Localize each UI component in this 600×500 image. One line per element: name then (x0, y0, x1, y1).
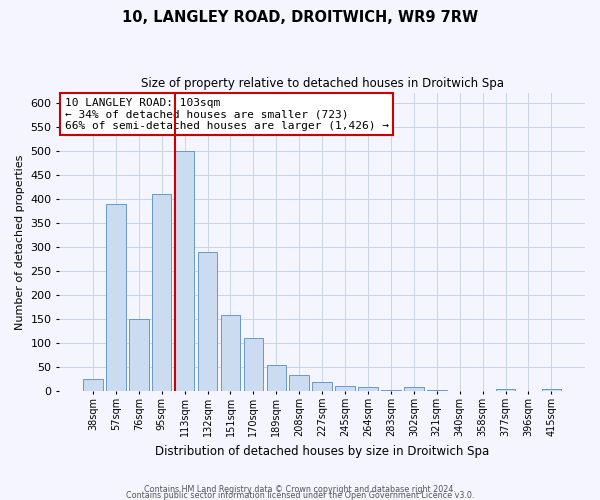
Bar (175, 150, 194, 391)
Bar (198, 252, 217, 391)
Bar (221, 315, 240, 391)
Bar (427, 390, 446, 391)
Bar (358, 388, 378, 391)
X-axis label: Distribution of detached houses by size in Droitwich Spa: Distribution of detached houses by size … (155, 444, 489, 458)
Text: Contains HM Land Registry data © Crown copyright and database right 2024.: Contains HM Land Registry data © Crown c… (144, 484, 456, 494)
Bar (335, 386, 355, 391)
Text: 10, LANGLEY ROAD, DROITWICH, WR9 7RW: 10, LANGLEY ROAD, DROITWICH, WR9 7RW (122, 10, 478, 25)
Bar (542, 388, 561, 391)
Bar (152, 194, 172, 391)
Bar (313, 382, 332, 391)
Text: Contains public sector information licensed under the Open Government Licence v3: Contains public sector information licen… (126, 490, 474, 500)
Bar (289, 375, 309, 391)
Title: Size of property relative to detached houses in Droitwich Spa: Size of property relative to detached ho… (140, 78, 503, 90)
Bar (381, 390, 401, 391)
Text: 10 LANGLEY ROAD: 103sqm
← 34% of detached houses are smaller (723)
66% of semi-d: 10 LANGLEY ROAD: 103sqm ← 34% of detache… (65, 98, 389, 130)
Bar (496, 388, 515, 391)
Bar (83, 379, 103, 391)
Bar (404, 388, 424, 391)
Bar (244, 338, 263, 391)
Bar (106, 204, 125, 391)
Y-axis label: Number of detached properties: Number of detached properties (15, 154, 25, 330)
Bar (266, 364, 286, 391)
Bar (129, 319, 149, 391)
